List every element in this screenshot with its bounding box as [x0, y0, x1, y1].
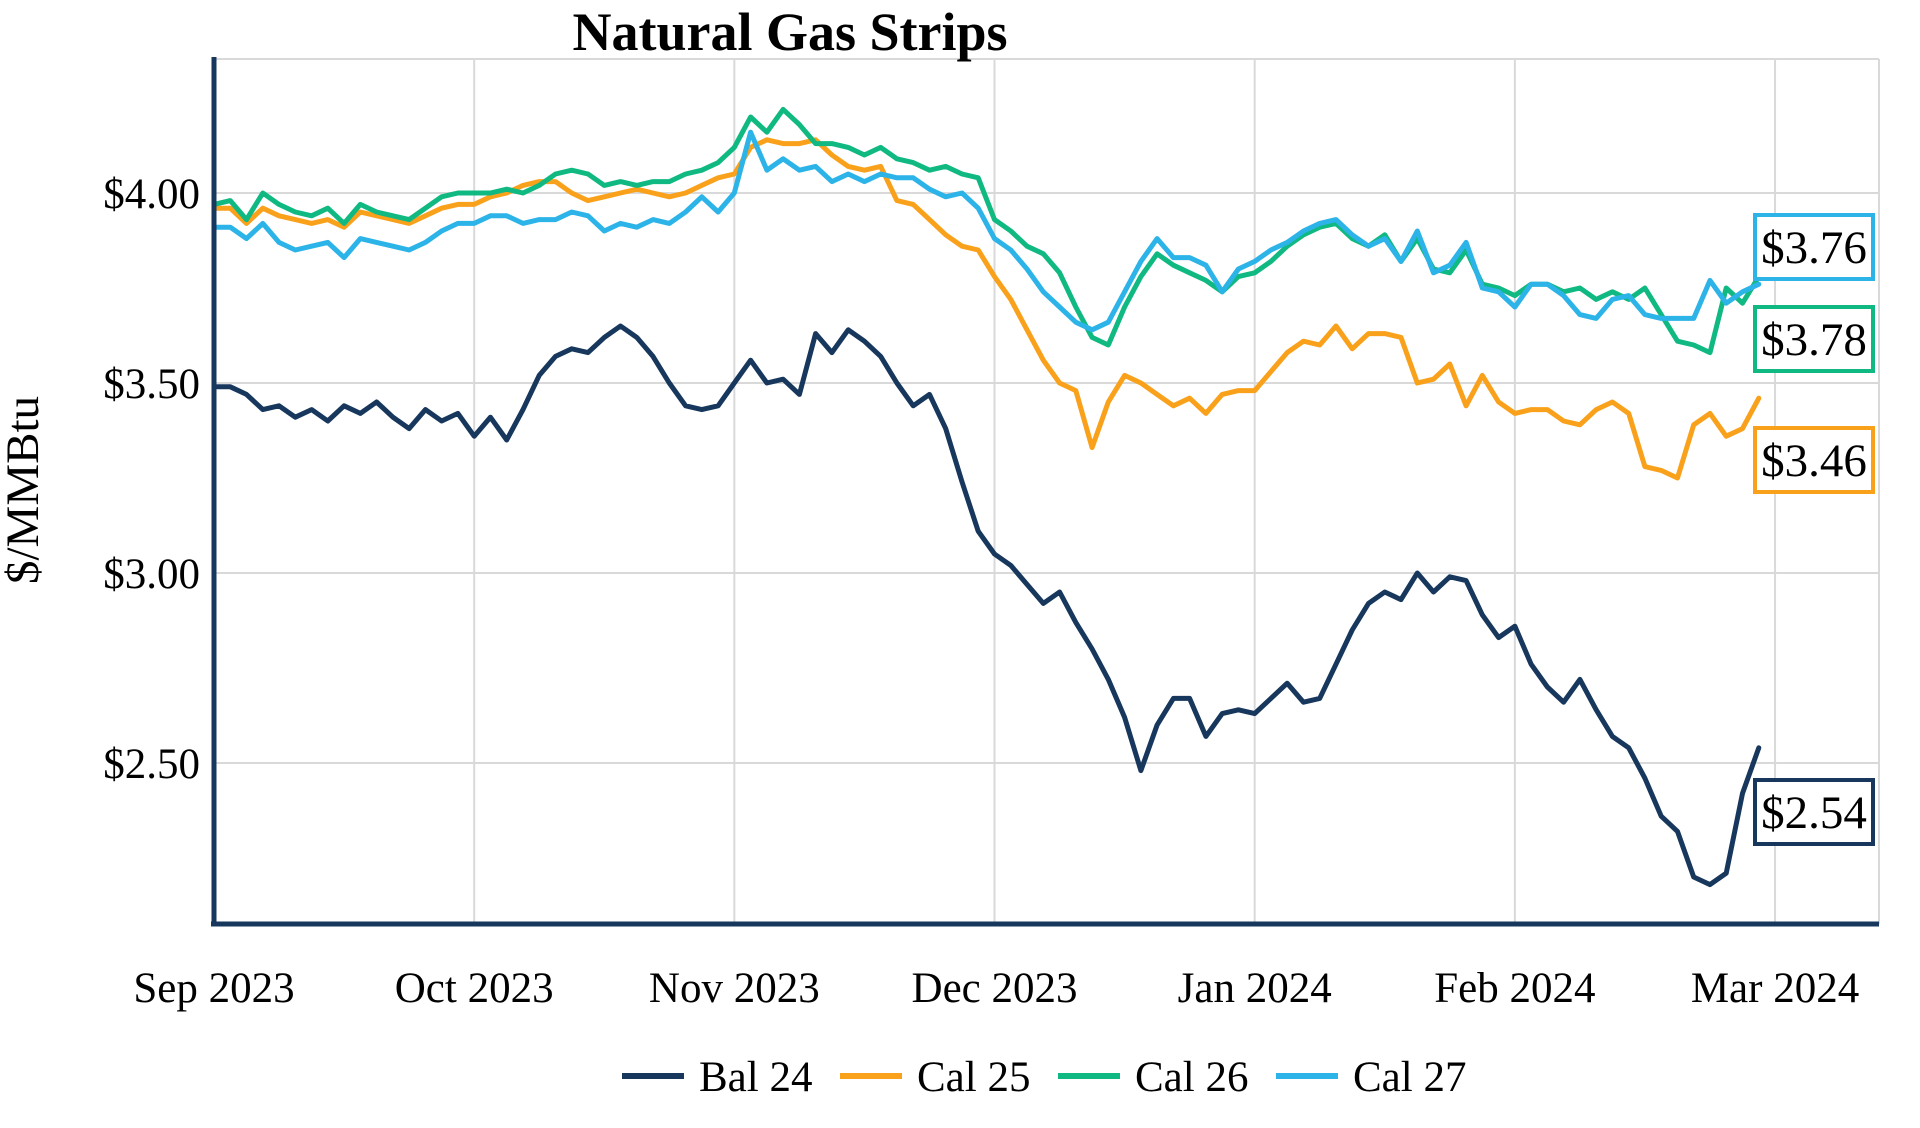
x-tick-label: Mar 2024: [1691, 965, 1859, 1012]
end-label-cal-26: $3.78: [1753, 305, 1875, 373]
x-tick-label: Nov 2023: [649, 965, 820, 1012]
y-tick-labels: $4.00 $3.50 $3.00 $2.50: [103, 171, 200, 788]
y-tick-label: $4.00: [103, 171, 200, 218]
x-tick-labels: Sep 2023 Oct 2023 Nov 2023 Dec 2023 Jan 2024…: [133, 965, 1859, 1012]
series-end-labels: $2.54 $3.46 $3.78 $3.76: [1753, 213, 1875, 846]
end-label-bal-24: $2.54: [1753, 778, 1875, 846]
legend-item-cal-26: Cal 26: [1058, 1054, 1248, 1101]
legend-label: Bal 24: [699, 1054, 812, 1101]
chart-title: Natural Gas Strips: [572, 2, 1007, 62]
series-line-bal-24: [211, 323, 1762, 888]
end-label-value: $3.46: [1761, 435, 1867, 487]
x-tick-label: Feb 2024: [1434, 965, 1595, 1012]
legend-item-bal-24: Bal 24: [622, 1054, 812, 1101]
end-label-cal-27: $3.76: [1753, 213, 1875, 281]
legend-label: Cal 27: [1353, 1054, 1466, 1101]
end-label-box: [1753, 213, 1875, 281]
legend-item-cal-27: Cal 27: [1276, 1054, 1466, 1101]
y-tick-label: $2.50: [103, 741, 200, 788]
end-label-value: $3.76: [1761, 222, 1867, 274]
axes: [211, 57, 1879, 927]
x-tick-label: Jan 2024: [1178, 965, 1332, 1012]
end-label-value: $3.78: [1761, 314, 1867, 366]
y-axis-title: $/MMBtu: [0, 396, 49, 584]
y-tick-label: $3.50: [103, 361, 200, 408]
series-line-cal-27: [211, 129, 1762, 333]
end-label-box: [1753, 305, 1875, 373]
x-tick-label: Sep 2023: [133, 965, 294, 1012]
gridlines: [214, 58, 1880, 924]
legend: Bal 24 Cal 25 Cal 26 Cal 27: [622, 1054, 1466, 1101]
x-tick-label: Oct 2023: [395, 965, 554, 1012]
legend-label: Cal 25: [917, 1054, 1030, 1101]
end-label-cal-25: $3.46: [1753, 426, 1875, 494]
x-tick-label: Dec 2023: [912, 965, 1078, 1012]
end-label-box: [1753, 778, 1875, 846]
end-label-box: [1753, 426, 1875, 494]
data-series: [211, 106, 1762, 888]
y-tick-label: $3.00: [103, 551, 200, 598]
series-line-cal-26: [211, 106, 1762, 356]
series-line-cal-25: [211, 137, 1762, 481]
legend-item-cal-25: Cal 25: [840, 1054, 1030, 1101]
end-label-value: $2.54: [1761, 787, 1867, 839]
legend-label: Cal 26: [1135, 1054, 1248, 1101]
